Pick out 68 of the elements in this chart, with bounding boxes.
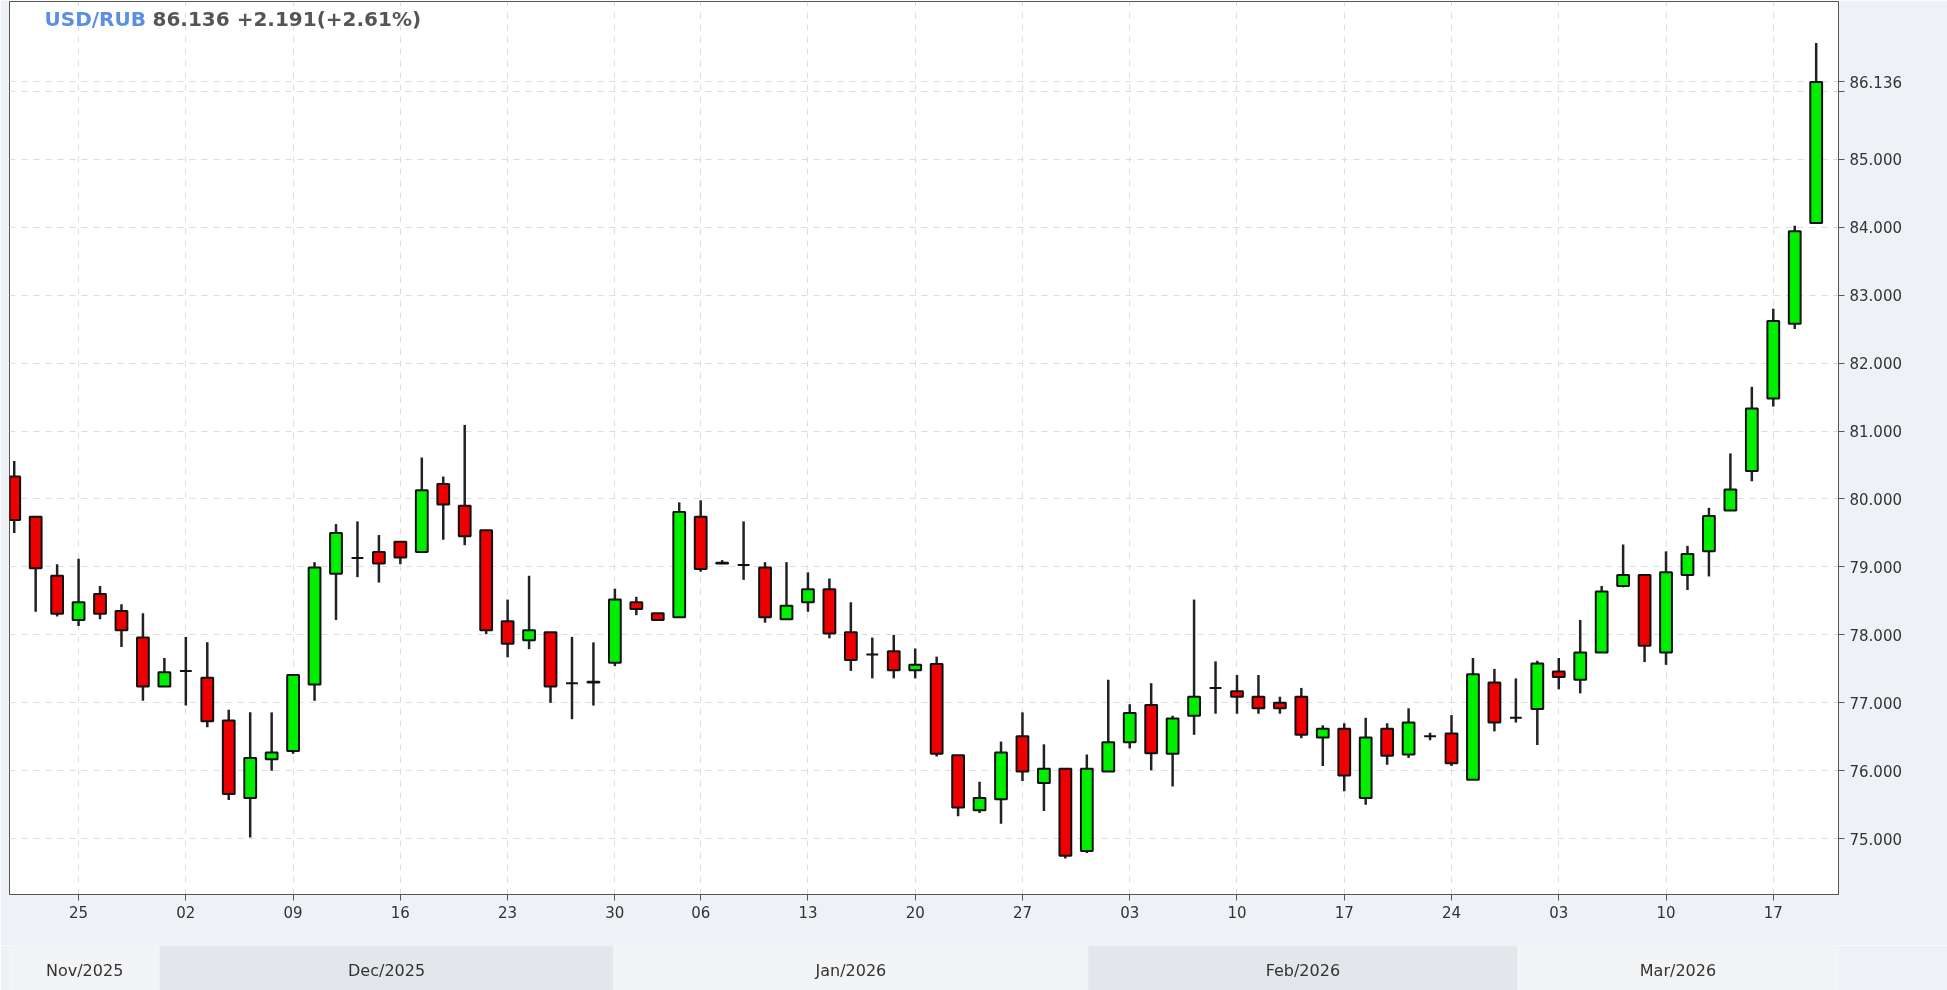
candlestick	[157, 656, 172, 688]
candlestick	[779, 560, 794, 621]
candlestick	[629, 595, 644, 617]
candlestick	[1315, 724, 1330, 768]
text: Feb/2026	[1265, 960, 1341, 980]
candlestick	[393, 540, 408, 566]
candlestick	[114, 603, 129, 649]
x-tick-label: 17	[1334, 903, 1354, 922]
y-tick-label: 78.000	[1849, 626, 1902, 645]
candlestick	[372, 533, 386, 584]
x-tick-label: 27	[1012, 903, 1033, 922]
x-tick-label: 10	[1227, 903, 1247, 922]
x-tick-label: 20	[905, 903, 925, 922]
y-tick-label: 82.000	[1849, 355, 1902, 374]
y-tick-label: 83.000	[1849, 287, 1902, 306]
text: Nov/2025	[45, 960, 124, 980]
candlestick	[886, 633, 901, 680]
candlestick	[93, 584, 107, 621]
candlestick	[1508, 677, 1523, 724]
text: Jan/2026	[814, 960, 887, 980]
x-tick-label: 23	[498, 903, 518, 922]
candlestick	[1551, 656, 1566, 691]
candlestick	[1037, 743, 1051, 813]
candlestick	[1616, 543, 1631, 589]
x-tick-label: 16	[390, 903, 410, 922]
candlestick	[972, 780, 987, 815]
candlestick	[71, 557, 86, 628]
candlestick	[500, 598, 515, 659]
y-tick-label: 75.000	[1849, 830, 1902, 849]
candlestick	[264, 711, 279, 773]
y-tick-label: 85.000	[1849, 151, 1902, 170]
candlestick	[1187, 598, 1201, 737]
candlestick	[908, 647, 923, 680]
candlestick	[1251, 673, 1266, 715]
x-tick-label: 13	[798, 903, 818, 922]
x-tick-label: 03	[1549, 903, 1569, 922]
y-tick-label: 80.000	[1849, 490, 1902, 509]
candlestick	[565, 635, 579, 721]
candlestick	[436, 475, 451, 541]
text: Mar/2026	[1639, 960, 1717, 980]
candlestick	[350, 520, 365, 579]
chart-subtitle: 86.136 +2.191(+2.61%)	[152, 6, 422, 31]
candlestick	[865, 636, 880, 680]
candlestick	[1230, 673, 1244, 715]
x-tick-label: 09	[283, 903, 303, 922]
candlestick	[1680, 544, 1695, 592]
y-tick-label: 86.136	[1849, 73, 1902, 92]
y-tick-label: 76.000	[1849, 762, 1902, 781]
candlestick	[801, 571, 815, 614]
candlestick	[1208, 660, 1223, 715]
y-tick-label: 79.000	[1849, 558, 1902, 577]
x-tick-label: 10	[1656, 903, 1676, 922]
x-tick-label: 03	[1120, 903, 1140, 922]
x-tick-label: 24	[1441, 903, 1462, 922]
y-tick-label: 77.000	[1849, 694, 1902, 713]
x-tick-label: 17	[1763, 903, 1783, 922]
x-tick-label: 02	[176, 903, 196, 922]
y-tick-label: 81.000	[1849, 423, 1902, 442]
x-tick-label: 06	[691, 903, 711, 922]
text: Dec/2025	[348, 960, 426, 980]
x-tick-label: 25	[69, 903, 89, 922]
y-tick-label: 84.000	[1849, 219, 1902, 238]
chart-title: USD/RUB	[44, 6, 146, 31]
candlestick	[522, 574, 536, 651]
candlestick	[178, 635, 193, 707]
x-tick-label: 30	[605, 903, 625, 922]
candlestick	[736, 520, 751, 582]
candlestick	[1723, 452, 1738, 512]
